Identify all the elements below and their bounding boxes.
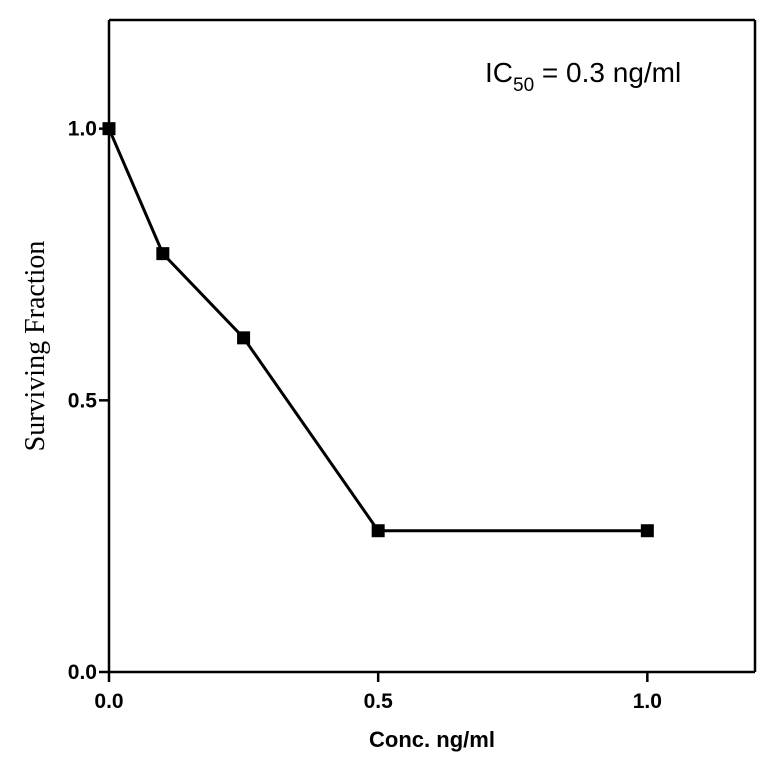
x-tick-label: 0.5 <box>364 690 394 713</box>
ic50-prefix: IC <box>485 57 513 88</box>
axes <box>107 18 757 674</box>
y-axis-label: Surviving Fraction <box>20 241 51 452</box>
x-tick-label: 0.0 <box>94 690 123 713</box>
data-point-marker <box>237 331 251 345</box>
y-tick-label: 0.0 <box>68 661 97 684</box>
y-tick-label: 1.0 <box>68 118 97 141</box>
data-point-marker <box>156 247 170 261</box>
data-point-marker <box>371 524 385 538</box>
series-line <box>107 128 648 533</box>
y-tick-label: 0.5 <box>68 389 98 412</box>
x-tick-label: 1.0 <box>633 690 662 713</box>
x-axis-label: Conc. ng/ml <box>369 727 495 752</box>
ic50-subscript: 50 <box>513 75 534 96</box>
data-point-marker <box>640 524 654 538</box>
y-ticks: 0.0 0.5 1.0 <box>68 118 109 684</box>
x-ticks: 0.0 0.5 1.0 <box>94 672 662 713</box>
data-point-marker <box>102 122 116 136</box>
ic50-annotation: IC50 = 0.3 ng/ml <box>485 57 681 96</box>
series-layer <box>102 122 654 538</box>
ic50-suffix: = 0.3 ng/ml <box>534 57 681 88</box>
